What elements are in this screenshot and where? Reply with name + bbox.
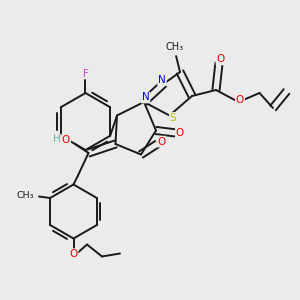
Text: CH₃: CH₃ [166, 42, 184, 52]
Text: O: O [216, 54, 225, 64]
Text: O: O [236, 94, 244, 105]
Text: CH₃: CH₃ [16, 191, 34, 200]
Text: N: N [142, 92, 149, 103]
Text: O: O [157, 136, 165, 147]
Text: O: O [69, 249, 78, 259]
Text: H: H [52, 134, 60, 144]
Text: N: N [158, 75, 166, 85]
Text: F: F [82, 68, 88, 79]
Text: O: O [176, 128, 184, 138]
Text: O: O [62, 135, 70, 145]
Text: S: S [170, 113, 176, 123]
